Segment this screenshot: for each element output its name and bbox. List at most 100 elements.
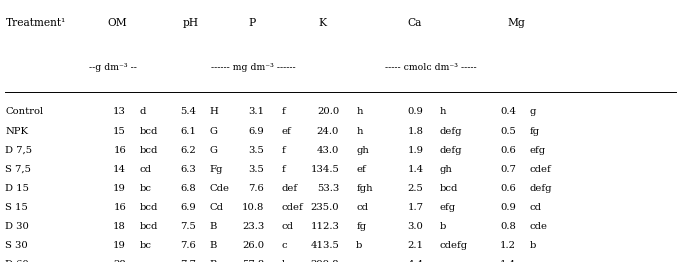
- Text: 18: 18: [113, 222, 126, 231]
- Text: H: H: [210, 107, 219, 116]
- Text: 0.4: 0.4: [501, 107, 516, 116]
- Text: 1.4: 1.4: [407, 165, 424, 174]
- Text: cd: cd: [530, 203, 542, 212]
- Text: bcd: bcd: [140, 203, 158, 212]
- Text: Control: Control: [5, 107, 44, 116]
- Text: 1.9: 1.9: [408, 146, 424, 155]
- Text: c: c: [281, 241, 287, 250]
- Text: f: f: [281, 165, 285, 174]
- Text: bc: bc: [140, 184, 152, 193]
- Text: B: B: [210, 260, 217, 262]
- Text: fg: fg: [356, 222, 366, 231]
- Text: 134.5: 134.5: [311, 165, 339, 174]
- Text: a: a: [140, 260, 146, 262]
- Text: 6.2: 6.2: [180, 146, 196, 155]
- Text: D 7,5: D 7,5: [5, 146, 33, 155]
- Text: 112.3: 112.3: [311, 222, 339, 231]
- Text: 235.0: 235.0: [311, 203, 339, 212]
- Text: bcd: bcd: [140, 222, 158, 231]
- Text: B: B: [210, 241, 217, 250]
- Text: f: f: [281, 146, 285, 155]
- Text: 57.8: 57.8: [242, 260, 264, 262]
- Text: 0.5: 0.5: [501, 127, 516, 135]
- Text: 20.0: 20.0: [317, 107, 339, 116]
- Text: Cde: Cde: [210, 184, 229, 193]
- Text: 0.9: 0.9: [501, 203, 516, 212]
- Text: efg: efg: [530, 146, 546, 155]
- Text: ------ mg dm⁻³ ------: ------ mg dm⁻³ ------: [211, 63, 296, 72]
- Text: 413.5: 413.5: [311, 241, 339, 250]
- Text: bcd: bcd: [439, 184, 458, 193]
- Text: 6.9: 6.9: [249, 127, 264, 135]
- Text: gh: gh: [356, 146, 369, 155]
- Text: S 15: S 15: [5, 203, 29, 212]
- Text: defg: defg: [530, 184, 552, 193]
- Text: cdefg: cdefg: [439, 241, 467, 250]
- Text: 14: 14: [113, 165, 126, 174]
- Text: pH: pH: [183, 18, 199, 28]
- Text: 13: 13: [113, 107, 126, 116]
- Text: h: h: [356, 127, 363, 135]
- Text: P: P: [249, 18, 256, 28]
- Text: h: h: [356, 107, 363, 116]
- Text: 0.9: 0.9: [408, 107, 424, 116]
- Text: d: d: [140, 107, 146, 116]
- Text: ----- cmolᴄ dm⁻³ -----: ----- cmolᴄ dm⁻³ -----: [385, 63, 477, 72]
- Text: D 30: D 30: [5, 222, 29, 231]
- Text: 3.5: 3.5: [249, 165, 264, 174]
- Text: bcd: bcd: [140, 127, 158, 135]
- Text: 2.1: 2.1: [408, 241, 424, 250]
- Text: 15: 15: [113, 127, 126, 135]
- Text: 0.7: 0.7: [501, 165, 516, 174]
- Text: cdef: cdef: [281, 203, 303, 212]
- Text: Mg: Mg: [507, 18, 525, 28]
- Text: ef: ef: [356, 165, 366, 174]
- Text: 16: 16: [113, 146, 126, 155]
- Text: gh: gh: [439, 165, 452, 174]
- Text: b: b: [281, 260, 287, 262]
- Text: 0.6: 0.6: [501, 184, 516, 193]
- Text: 3.5: 3.5: [249, 146, 264, 155]
- Text: B: B: [210, 222, 217, 231]
- Text: 7.6: 7.6: [180, 241, 196, 250]
- Text: 19: 19: [113, 184, 126, 193]
- Text: 1.4: 1.4: [500, 260, 516, 262]
- Text: fgh: fgh: [356, 184, 373, 193]
- Text: 2.5: 2.5: [408, 184, 424, 193]
- Text: 6.3: 6.3: [180, 165, 196, 174]
- Text: Ca: Ca: [407, 18, 422, 28]
- Text: 19: 19: [113, 241, 126, 250]
- Text: Treatment¹: Treatment¹: [5, 18, 65, 28]
- Text: 16: 16: [113, 203, 126, 212]
- Text: 1.7: 1.7: [408, 203, 424, 212]
- Text: Cd: Cd: [210, 203, 224, 212]
- Text: defg: defg: [439, 146, 462, 155]
- Text: 53.3: 53.3: [317, 184, 339, 193]
- Text: 28: 28: [113, 260, 126, 262]
- Text: bc: bc: [140, 241, 152, 250]
- Text: ef: ef: [281, 127, 291, 135]
- Text: 1.2: 1.2: [501, 241, 516, 250]
- Text: 3.1: 3.1: [249, 107, 264, 116]
- Text: b: b: [356, 241, 362, 250]
- Text: 26.0: 26.0: [242, 241, 264, 250]
- Text: D 15: D 15: [5, 184, 29, 193]
- Text: cd: cd: [140, 165, 152, 174]
- Text: 6.1: 6.1: [180, 127, 196, 135]
- Text: cd: cd: [356, 203, 368, 212]
- Text: 6.9: 6.9: [180, 203, 196, 212]
- Text: f: f: [281, 107, 285, 116]
- Text: g: g: [530, 107, 536, 116]
- Text: bcd: bcd: [140, 146, 158, 155]
- Text: 5.4: 5.4: [180, 107, 196, 116]
- Text: c: c: [356, 260, 362, 262]
- Text: a: a: [530, 260, 536, 262]
- Text: 10.8: 10.8: [242, 203, 264, 212]
- Text: 0.8: 0.8: [501, 222, 516, 231]
- Text: 43.0: 43.0: [317, 146, 339, 155]
- Text: h: h: [439, 107, 446, 116]
- Text: 4.4: 4.4: [407, 260, 424, 262]
- Text: K: K: [319, 18, 327, 28]
- Text: defg: defg: [439, 127, 462, 135]
- Text: 23.3: 23.3: [242, 222, 264, 231]
